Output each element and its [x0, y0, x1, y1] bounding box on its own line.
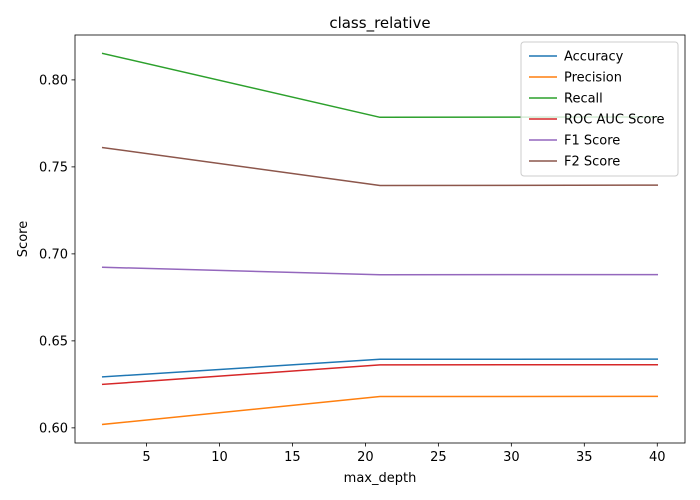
x-tick-label: 25: [430, 450, 447, 465]
x-tick-label: 40: [649, 450, 666, 465]
y-tick-label: 0.65: [39, 334, 68, 349]
y-tick-label: 0.70: [39, 247, 68, 262]
x-tick-label: 35: [576, 450, 593, 465]
chart-title: class_relative: [329, 14, 430, 33]
legend-label: Accuracy: [564, 50, 624, 65]
y-axis-label: Score: [16, 221, 31, 257]
y-tick-label: 0.80: [39, 73, 68, 88]
legend-label: F2 Score: [564, 155, 620, 170]
x-tick-label: 10: [211, 450, 228, 465]
y-tick-label: 0.75: [39, 160, 68, 175]
axes-spines: [74, 34, 686, 444]
legend-label: ROC AUC Score: [564, 113, 665, 128]
legend: Accuracy Precision Recall ROC AUC Score F1 S…: [520, 41, 679, 177]
x-axis-label: max_depth: [344, 471, 417, 486]
series-line-accuracy: [101, 358, 659, 378]
x-tick-label: 20: [357, 450, 374, 465]
x-tick-label: 30: [503, 450, 520, 465]
legend-label: Precision: [564, 71, 622, 86]
y-tick-label: 0.60: [39, 421, 68, 436]
x-tick-label: 15: [284, 450, 301, 465]
series-line-roc-auc-score: [101, 363, 659, 386]
axes-frame: [74, 34, 686, 444]
x-axis-ticks: 5 10 15 20 25 30 35 40: [142, 443, 666, 465]
series-line-precision: [101, 395, 659, 426]
x-tick-label: 5: [142, 450, 150, 465]
legend-box: [520, 41, 679, 177]
series-line-f2-score: [101, 146, 659, 187]
legend-label: Recall: [564, 92, 603, 107]
legend-label: F1 Score: [564, 134, 620, 149]
y-axis-ticks: 0.60 0.65 0.70 0.75 0.80: [39, 73, 75, 436]
series-line-f1-score: [101, 266, 659, 276]
